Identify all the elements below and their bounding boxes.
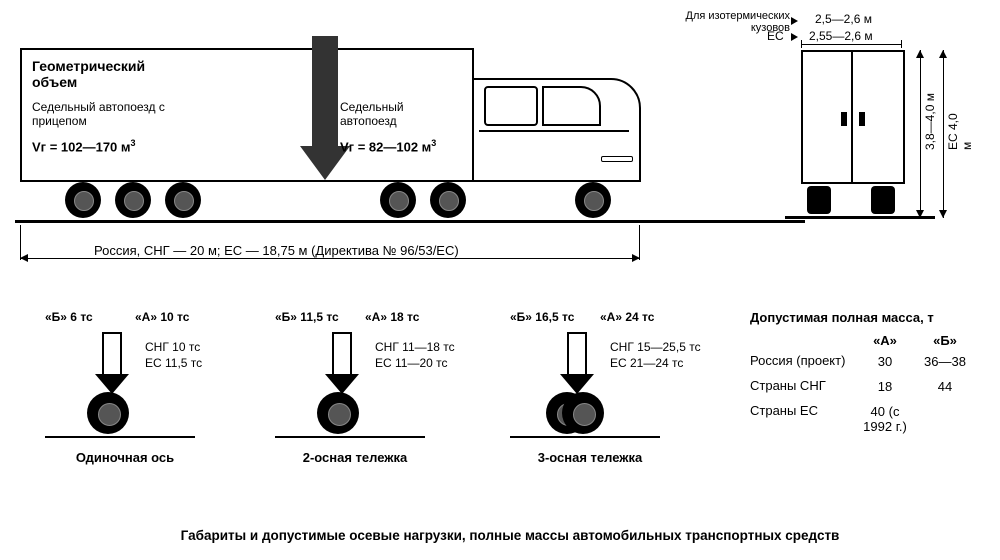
rear-height-ec: ЕС 4,0 м	[946, 106, 974, 150]
axle-cng: СНГ 11—18 тс	[375, 340, 455, 354]
axle-groups: «Б» 6 тс «А» 10 тс СНГ 10 тс ЕС 11,5 тс …	[20, 310, 720, 480]
axle-group: «Б» 16,5 тс «А» 24 тс СНГ 15—25,5 тс ЕС …	[510, 310, 730, 480]
axle-ec: ЕС 11—20 тс	[375, 356, 448, 370]
truck-side-view: Геометрический объем Седельный автопоезд…	[20, 40, 660, 260]
row-a: 30	[860, 354, 910, 369]
axle-name: 3-осная тележка	[510, 450, 670, 465]
axle-ground	[510, 436, 660, 438]
axle-name: Одиночная ось	[45, 450, 205, 465]
axle-ec: ЕС 21—24 тс	[610, 356, 683, 370]
rear-ec-label: ЕС	[767, 29, 784, 43]
row-label: Страны СНГ	[750, 379, 860, 394]
truck-dimensions-diagram: Геометрический объем Седельный автопоезд…	[10, 10, 990, 550]
truck-rear-view: Для изотермических кузовов 2,5—2,6 м ЕС …	[795, 10, 990, 245]
rear-top-range: 2,5—2,6 м	[815, 12, 872, 26]
axle-group: «Б» 6 тс «А» 10 тс СНГ 10 тс ЕС 11,5 тс …	[45, 310, 265, 480]
mass-table-title: Допустимая полная масса, т	[750, 310, 990, 325]
row-label: Россия (проект)	[750, 354, 860, 369]
rear-ec-range: 2,55—2,6 м	[809, 29, 873, 43]
axle-a-label: «А» 10 тс	[135, 310, 189, 324]
axle-b-label: «Б» 16,5 тс	[510, 310, 574, 324]
row-label: Страны ЕС	[750, 404, 860, 419]
rear-body	[801, 50, 905, 184]
volume-title: Геометрический объем	[32, 58, 172, 90]
axle-ground	[275, 436, 425, 438]
right-formula: Vг = 82—102 м3	[340, 138, 436, 154]
rear-height-range: 3,8—4,0 м	[923, 93, 937, 150]
truck-cab	[472, 78, 641, 182]
col-b: «Б»	[910, 333, 980, 348]
left-label: Седельный автопоезд с прицепом	[32, 100, 182, 129]
row-a: 40 (с 1992 г.)	[860, 404, 910, 434]
axle-b-label: «Б» 6 тс	[45, 310, 93, 324]
axle-arrow	[560, 332, 594, 394]
axle-arrow	[95, 332, 129, 394]
row-b: 36—38	[910, 354, 980, 369]
table-row: Страны ЕС 40 (с 1992 г.)	[750, 404, 990, 434]
row-a: 18	[860, 379, 910, 394]
row-b: 44	[910, 379, 980, 394]
right-label: Седельный автопоезд	[340, 100, 450, 129]
axle-arrow	[325, 332, 359, 394]
figure-caption: Габариты и допустимые осевые нагрузки, п…	[120, 528, 900, 543]
axle-ground	[45, 436, 195, 438]
mass-table: Допустимая полная масса, т «А» «Б» Росси…	[750, 310, 990, 444]
axle-group: «Б» 11,5 тс «А» 18 тс СНГ 11—18 тс ЕС 11…	[275, 310, 495, 480]
axle-b-label: «Б» 11,5 тс	[275, 310, 339, 324]
axle-ec: ЕС 11,5 тс	[145, 356, 202, 370]
ground-line	[15, 220, 805, 223]
axle-a-label: «А» 24 тс	[600, 310, 654, 324]
axle-cng: СНГ 15—25,5 тс	[610, 340, 701, 354]
length-dimension: Россия, СНГ — 20 м; ЕС — 18,75 м (Директ…	[90, 243, 463, 258]
axle-a-label: «А» 18 тс	[365, 310, 419, 324]
col-a: «А»	[860, 333, 910, 348]
axle-cng: СНГ 10 тс	[145, 340, 200, 354]
table-row: Страны СНГ 18 44	[750, 379, 990, 394]
table-row: Россия (проект) 30 36—38	[750, 354, 990, 369]
left-formula: Vг = 102—170 м3	[32, 138, 136, 154]
axle-name: 2-осная тележка	[275, 450, 435, 465]
mass-rows: Россия (проект) 30 36—38 Страны СНГ 18 4…	[750, 354, 990, 434]
